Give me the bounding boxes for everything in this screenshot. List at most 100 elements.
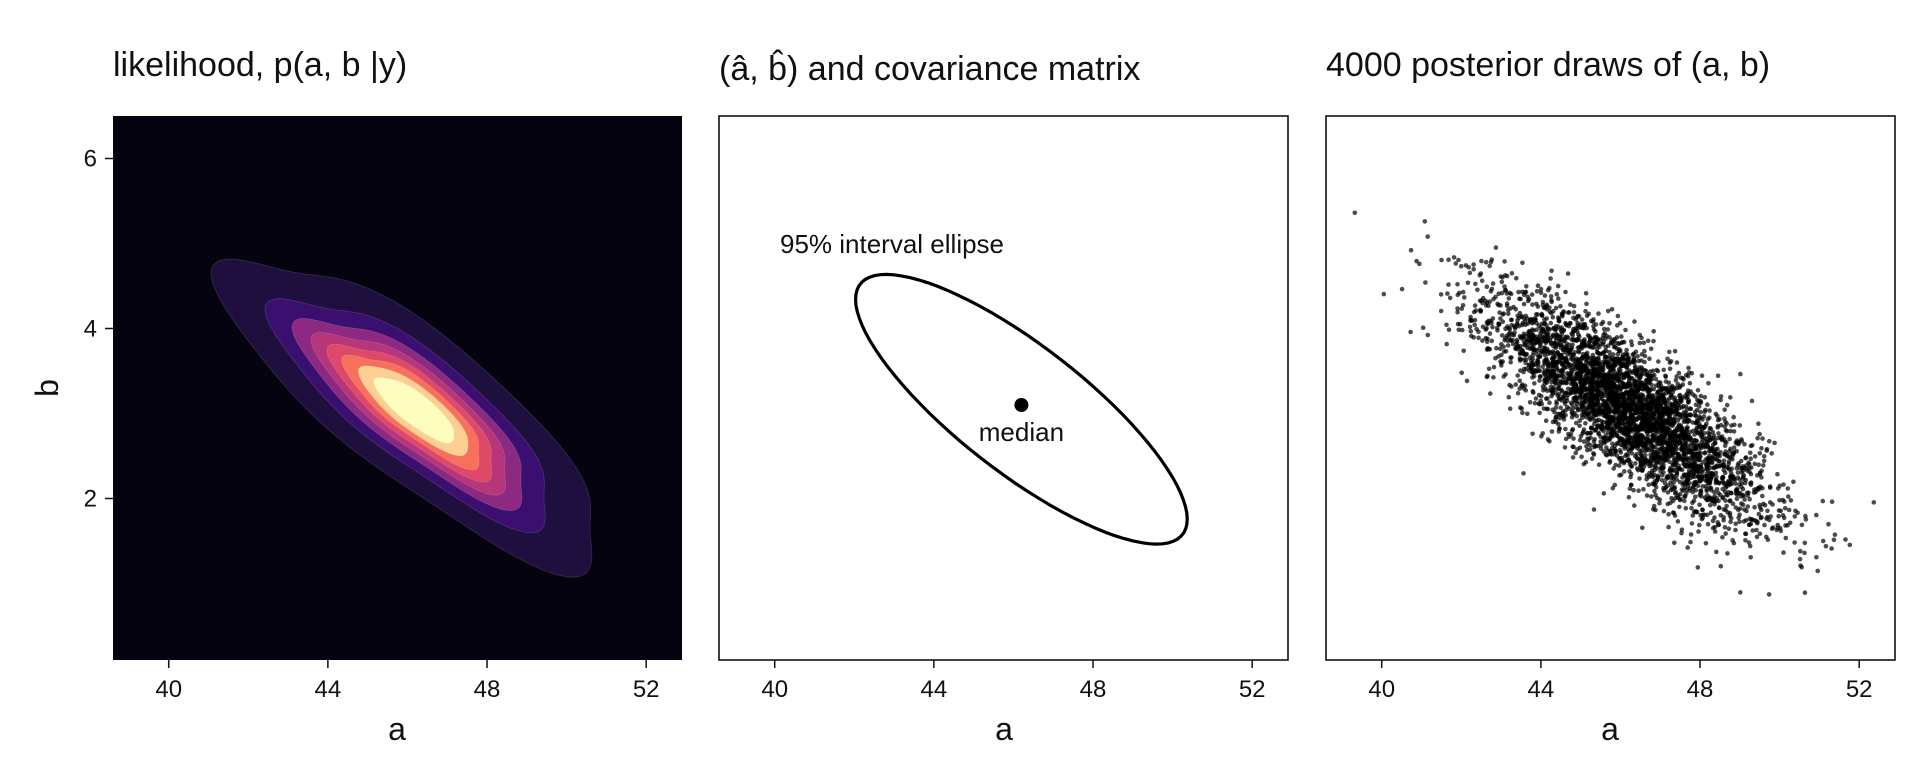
posterior-point — [1667, 427, 1672, 433]
posterior-point — [1603, 387, 1608, 392]
posterior-point — [1755, 435, 1760, 441]
posterior-point — [1573, 376, 1579, 382]
posterior-point — [1556, 374, 1562, 379]
posterior-point — [1689, 505, 1694, 511]
posterior-point — [1564, 344, 1569, 349]
posterior-point — [1550, 314, 1556, 320]
posterior-point — [1550, 407, 1555, 413]
posterior-point — [1555, 283, 1561, 289]
posterior-point — [1646, 429, 1651, 434]
posterior-point — [1587, 404, 1593, 410]
y-axis-label: b — [29, 379, 65, 397]
posterior-point — [1742, 507, 1747, 512]
posterior-point — [1646, 402, 1652, 408]
posterior-point — [1581, 326, 1586, 331]
posterior-point — [1685, 443, 1691, 449]
posterior-point — [1770, 502, 1775, 507]
posterior-point — [1503, 349, 1509, 354]
posterior-point — [1626, 395, 1632, 401]
posterior-point — [1649, 393, 1655, 398]
posterior-point — [1570, 386, 1576, 392]
posterior-point — [1707, 496, 1712, 501]
posterior-point — [1671, 402, 1676, 407]
posterior-point — [1625, 458, 1630, 463]
posterior-point — [1582, 337, 1587, 342]
posterior-point — [1438, 308, 1444, 314]
posterior-point — [1494, 345, 1499, 351]
posterior-point — [1625, 384, 1630, 390]
posterior-point — [1506, 335, 1512, 340]
posterior-point — [1748, 443, 1754, 449]
posterior-point — [1605, 327, 1611, 332]
posterior-point — [1698, 424, 1704, 430]
posterior-point — [1585, 333, 1591, 338]
posterior-point — [1734, 496, 1740, 502]
posterior-point — [1520, 382, 1525, 387]
posterior-point — [1574, 385, 1579, 391]
x-axis-ticks: 40 44 48 52 — [761, 660, 1266, 703]
posterior-point — [1705, 402, 1710, 407]
posterior-point — [1508, 306, 1513, 311]
posterior-point — [1677, 504, 1682, 510]
posterior-point — [1634, 434, 1640, 440]
posterior-point — [1680, 415, 1685, 420]
posterior-point — [1718, 563, 1724, 569]
posterior-point — [1722, 489, 1728, 495]
posterior-point — [1629, 339, 1634, 344]
posterior-point — [1621, 439, 1627, 444]
posterior-point — [1598, 423, 1604, 429]
posterior-point — [1683, 474, 1688, 479]
x-tick-label: 52 — [633, 676, 660, 703]
posterior-point — [1638, 395, 1644, 401]
posterior-point — [1520, 260, 1525, 266]
posterior-point — [1718, 394, 1724, 399]
posterior-point — [1702, 395, 1708, 400]
posterior-point — [1669, 383, 1675, 389]
posterior-point — [1503, 372, 1508, 377]
posterior-point — [1548, 276, 1553, 281]
posterior-point — [1649, 494, 1654, 499]
posterior-point — [1591, 327, 1597, 332]
posterior-point — [1623, 425, 1628, 431]
posterior-point — [1820, 538, 1826, 544]
x-axis-ticks: 40 44 48 52 — [1368, 660, 1873, 703]
posterior-point — [1521, 301, 1527, 307]
posterior-point — [1617, 426, 1623, 431]
posterior-point — [1602, 349, 1607, 355]
posterior-point — [1479, 278, 1485, 284]
posterior-point — [1644, 477, 1649, 482]
posterior-point — [1632, 319, 1637, 324]
posterior-point — [1537, 410, 1542, 416]
posterior-point — [1417, 261, 1422, 267]
posterior-point — [1590, 379, 1595, 385]
posterior-point — [1517, 351, 1523, 357]
posterior-point — [1638, 422, 1644, 428]
posterior-point — [1696, 529, 1701, 534]
posterior-point — [1580, 384, 1586, 390]
posterior-point — [1678, 375, 1684, 381]
posterior-point — [1737, 477, 1743, 482]
posterior-point — [1493, 245, 1499, 250]
posterior-point — [1588, 447, 1593, 452]
posterior-point — [1629, 451, 1635, 456]
posterior-point — [1738, 371, 1743, 377]
posterior-point — [1564, 404, 1570, 410]
posterior-point — [1495, 328, 1500, 333]
posterior-point — [1585, 392, 1590, 398]
posterior-point — [1571, 303, 1577, 309]
posterior-point — [1664, 419, 1669, 425]
posterior-point — [1563, 320, 1568, 326]
posterior-point — [1527, 400, 1533, 405]
posterior-point — [1671, 408, 1676, 414]
y-tick-label: 6 — [84, 146, 97, 173]
posterior-point — [1776, 513, 1781, 519]
posterior-point — [1510, 341, 1516, 347]
posterior-point — [1716, 431, 1721, 436]
posterior-point — [1774, 527, 1779, 533]
posterior-point — [1541, 349, 1547, 355]
posterior-point — [1707, 431, 1712, 437]
posterior-point — [1509, 317, 1514, 323]
posterior-point — [1661, 508, 1667, 514]
posterior-point — [1746, 490, 1751, 496]
posterior-point — [1699, 373, 1705, 379]
